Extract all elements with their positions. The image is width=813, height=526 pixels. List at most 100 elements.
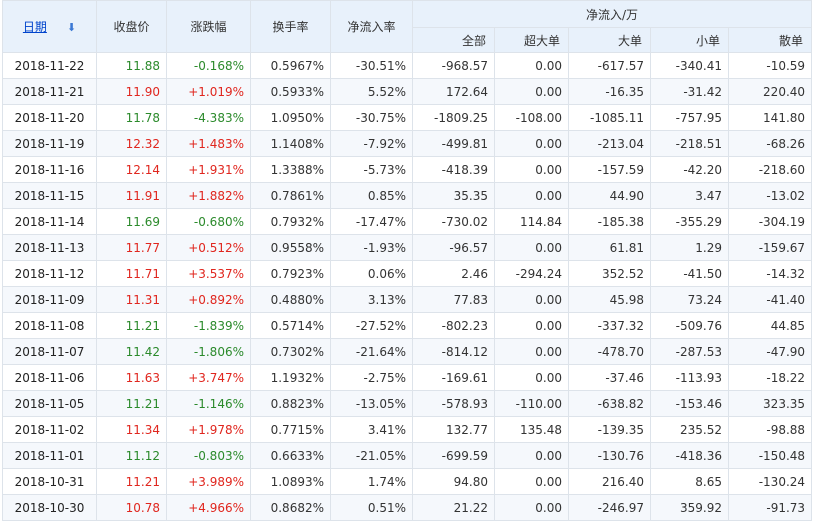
cell-retail: -98.88 (727, 416, 813, 443)
table-row: 2018-10-31 11.21 +3.989% 1.0893% 1.74% 94.80 0… (2, 468, 813, 495)
cell-change: +3.989% (166, 468, 251, 495)
cell-turnover: 0.9558% (250, 234, 331, 261)
cell-large: -213.04 (568, 130, 651, 157)
cell-change: +1.931% (166, 156, 251, 183)
cell-small: -31.42 (650, 78, 729, 105)
cell-large: -478.70 (568, 338, 651, 365)
cell-close: 11.21 (96, 390, 167, 417)
cell-close: 11.63 (96, 364, 167, 391)
cell-date: 2018-11-12 (2, 260, 97, 287)
cell-turnover: 0.8682% (250, 494, 331, 521)
cell-change: +1.483% (166, 130, 251, 157)
cell-super-large: -108.00 (494, 104, 569, 131)
table-row: 2018-11-05 11.21 -1.146% 0.8823% -13.05% -578… (2, 390, 813, 417)
header-small[interactable]: 小单 (650, 27, 729, 53)
cell-small: 3.47 (650, 182, 729, 209)
header-retail[interactable]: 散单 (727, 27, 813, 53)
cell-date: 2018-10-30 (2, 494, 97, 521)
cell-date: 2018-11-22 (2, 52, 97, 79)
cell-retail: -18.22 (727, 364, 813, 391)
cell-date: 2018-11-19 (2, 130, 97, 157)
table-row: 2018-11-13 11.77 +0.512% 0.9558% -1.93% -96.5… (2, 234, 813, 261)
table-row: 2018-11-01 11.12 -0.803% 0.6633% -21.05% -699… (2, 442, 813, 469)
header-large[interactable]: 大单 (568, 27, 651, 53)
cell-all: -96.57 (412, 234, 495, 261)
cell-retail: -13.02 (727, 182, 813, 209)
table-row: 2018-11-12 11.71 +3.537% 0.7923% 0.06% 2.46 -2… (2, 260, 813, 287)
cell-net-rate: -21.05% (330, 442, 413, 469)
sort-down-arrow-icon[interactable]: ⬇ (66, 21, 77, 34)
header-net-flow-group: 净流入/万 (411, 0, 813, 28)
cell-close: 11.69 (96, 208, 167, 235)
cell-all: -169.61 (412, 364, 495, 391)
cell-small: 1.29 (650, 234, 729, 261)
cell-all: 77.83 (412, 286, 495, 313)
cell-turnover: 1.3388% (250, 156, 331, 183)
cell-small: 359.92 (650, 494, 729, 521)
table-row: 2018-11-06 11.63 +3.747% 1.1932% -2.75% -169.… (2, 364, 813, 391)
cell-close: 11.12 (96, 442, 167, 469)
cell-retail: -14.32 (727, 260, 813, 287)
cell-change: +1.978% (166, 416, 251, 443)
header-turnover[interactable]: 换手率 (250, 0, 331, 53)
cell-close: 11.34 (96, 416, 167, 443)
cell-all: -699.59 (412, 442, 495, 469)
cell-turnover: 0.7861% (250, 182, 331, 209)
cell-small: -418.36 (650, 442, 729, 469)
cell-net-rate: -27.52% (330, 312, 413, 339)
cell-super-large: -110.00 (494, 390, 569, 417)
cell-small: -757.95 (650, 104, 729, 131)
cell-large: -130.76 (568, 442, 651, 469)
cell-small: -287.53 (650, 338, 729, 365)
table-row: 2018-11-07 11.42 -1.806% 0.7302% -21.64% -814… (2, 338, 813, 365)
cell-close: 11.71 (96, 260, 167, 287)
cell-change: -1.839% (166, 312, 251, 339)
table-row: 2018-11-14 11.69 -0.680% 0.7932% -17.47% -730… (2, 208, 813, 235)
cell-date: 2018-11-09 (2, 286, 97, 313)
cell-retail: -91.73 (727, 494, 813, 521)
cell-close: 11.77 (96, 234, 167, 261)
cell-small: 235.52 (650, 416, 729, 443)
cell-retail: -218.60 (727, 156, 813, 183)
cell-super-large: 0.00 (494, 156, 569, 183)
cell-date: 2018-11-14 (2, 208, 97, 235)
cell-net-rate: 0.06% (330, 260, 413, 287)
cell-all: 94.80 (412, 468, 495, 495)
cell-change: +1.882% (166, 182, 251, 209)
header-all[interactable]: 全部 (412, 27, 495, 53)
header-close[interactable]: 收盘价 (96, 0, 167, 53)
header-change[interactable]: 涨跌幅 (166, 0, 251, 53)
table-row: 2018-11-21 11.90 +1.019% 0.5933% 5.52% 172.64… (2, 78, 813, 105)
date-sort-link[interactable]: 日期 (22, 20, 47, 34)
cell-retail: -130.24 (727, 468, 813, 495)
header-net-rate[interactable]: 净流入率 (330, 0, 413, 53)
cell-net-rate: 0.51% (330, 494, 413, 521)
table-row: 2018-11-19 12.32 +1.483% 1.1408% -7.92% -499.… (2, 130, 813, 157)
cell-all: -730.02 (412, 208, 495, 235)
cell-small: -218.51 (650, 130, 729, 157)
header-date[interactable]: 日期 ⬇ (2, 0, 97, 53)
cell-net-rate: -30.75% (330, 104, 413, 131)
cell-super-large: 0.00 (494, 312, 569, 339)
cell-turnover: 0.6633% (250, 442, 331, 469)
cell-retail: -68.26 (727, 130, 813, 157)
cell-large: -37.46 (568, 364, 651, 391)
cell-net-rate: -7.92% (330, 130, 413, 157)
cell-all: -802.23 (412, 312, 495, 339)
table-body: 2018-11-22 11.88 -0.168% 0.5967% -30.51% -968… (2, 52, 813, 521)
cell-all: -499.81 (412, 130, 495, 157)
cell-retail: -304.19 (727, 208, 813, 235)
cell-net-rate: 5.52% (330, 78, 413, 105)
cell-large: 45.98 (568, 286, 651, 313)
cell-change: +3.747% (166, 364, 251, 391)
cell-all: -968.57 (412, 52, 495, 79)
cell-retail: -150.48 (727, 442, 813, 469)
table-row: 2018-11-02 11.34 +1.978% 0.7715% 3.41% 132.77… (2, 416, 813, 443)
cell-large: -638.82 (568, 390, 651, 417)
cell-retail: -159.67 (727, 234, 813, 261)
cell-small: 73.24 (650, 286, 729, 313)
cell-turnover: 0.7923% (250, 260, 331, 287)
cell-all: -1809.25 (412, 104, 495, 131)
header-super-large[interactable]: 超大单 (494, 27, 569, 53)
